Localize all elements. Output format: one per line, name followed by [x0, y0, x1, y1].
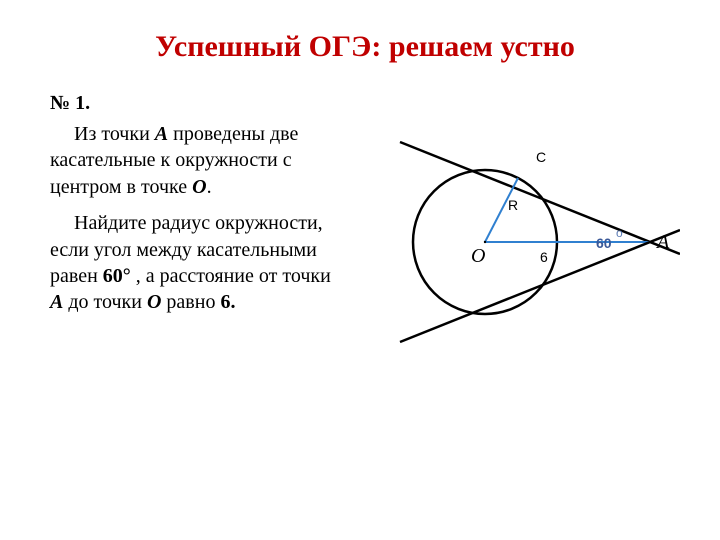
- label-a: A: [655, 231, 670, 253]
- label-six: 6: [540, 249, 548, 265]
- label-degree: o: [616, 226, 623, 240]
- distance-value: 6.: [220, 291, 235, 313]
- center-dot: [484, 241, 486, 243]
- tangent-line-bottom: [400, 230, 680, 342]
- label-r: R: [508, 197, 518, 213]
- angle-value: 60°: [103, 265, 131, 287]
- problem-number: № 1.: [50, 92, 340, 115]
- text: .: [207, 176, 212, 198]
- label-o: O: [471, 245, 485, 267]
- point-a: А: [155, 123, 168, 145]
- paragraph-1: Из точки А проведены две касательные к о…: [50, 121, 340, 200]
- paragraph-2: Найдите радиус окружности, если угол меж…: [50, 210, 340, 316]
- page-title: Успешный ОГЭ: решаем устно: [50, 30, 680, 64]
- text: Из точки: [74, 123, 155, 145]
- point-a2: А: [50, 291, 63, 313]
- text: , а расстояние от точки: [131, 265, 331, 287]
- label-angle: 60: [596, 235, 612, 251]
- text: равно: [161, 291, 220, 313]
- content-row: № 1. Из точки А проведены две касательны…: [50, 92, 680, 397]
- problem-text: № 1. Из точки А проведены две касательны…: [50, 92, 340, 397]
- point-o2: О: [147, 291, 161, 313]
- point-o: О: [192, 176, 206, 198]
- label-c: C: [536, 149, 546, 165]
- diagram-area: O A C R 6 60 o: [350, 92, 680, 397]
- geometry-diagram: O A C R 6 60 o: [350, 92, 680, 392]
- text: до точки: [63, 291, 147, 313]
